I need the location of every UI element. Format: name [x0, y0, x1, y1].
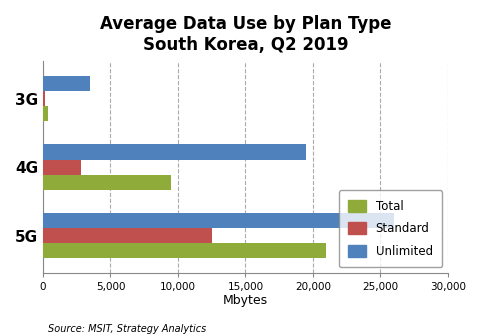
Legend: Total, Standard, Unlimited: Total, Standard, Unlimited: [338, 190, 441, 267]
Bar: [43, 144, 306, 159]
Bar: [43, 91, 45, 106]
Bar: [43, 159, 81, 175]
Bar: [43, 243, 326, 258]
Bar: [43, 106, 48, 121]
Text: Source: MSIT, Strategy Analytics: Source: MSIT, Strategy Analytics: [48, 324, 206, 334]
Bar: [43, 213, 393, 228]
Bar: [43, 175, 171, 190]
Bar: [43, 228, 211, 243]
Bar: [43, 76, 90, 91]
X-axis label: Mbytes: Mbytes: [222, 293, 267, 307]
Title: Average Data Use by Plan Type
South Korea, Q2 2019: Average Data Use by Plan Type South Kore…: [99, 15, 390, 54]
